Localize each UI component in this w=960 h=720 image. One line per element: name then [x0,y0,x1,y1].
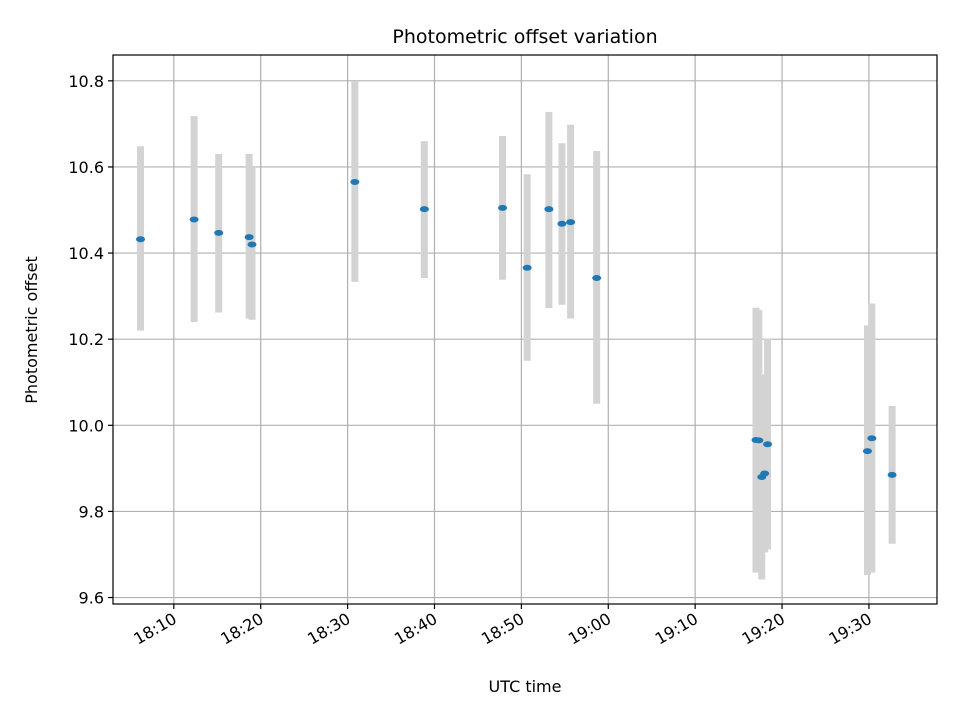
data-point [136,236,146,243]
data-point [862,448,872,455]
data-points [136,179,897,480]
data-point [522,264,532,271]
x-axis-title: UTC time [489,677,562,696]
data-point [244,234,254,241]
y-axis-title: Photometric offset [22,256,41,404]
data-point [760,470,770,477]
y-tick-label: 10.6 [68,158,104,177]
y-axis-ticks: 9.6 9.8 10.0 10.2 10.4 10.6 10.8 [68,72,113,608]
data-point [566,219,576,226]
data-point [557,220,567,227]
data-point [592,275,602,282]
data-point [544,206,554,213]
data-point [498,204,508,211]
y-tick-label: 9.6 [79,589,104,608]
data-point [887,471,897,478]
data-point [754,437,764,444]
data-point [419,206,429,213]
plot-frame [112,54,938,605]
y-tick-label: 10.4 [68,244,104,263]
data-point [247,241,257,248]
y-tick-label: 10.8 [68,72,104,91]
y-tick-label: 9.8 [79,502,104,521]
data-point [763,441,773,448]
data-point [867,435,877,442]
data-point [350,179,360,186]
chart-title: Photometric offset variation [392,26,657,48]
data-point [214,229,224,236]
y-tick-label: 10.0 [68,416,104,435]
y-tick-label: 10.2 [68,330,104,349]
data-point [189,216,199,223]
